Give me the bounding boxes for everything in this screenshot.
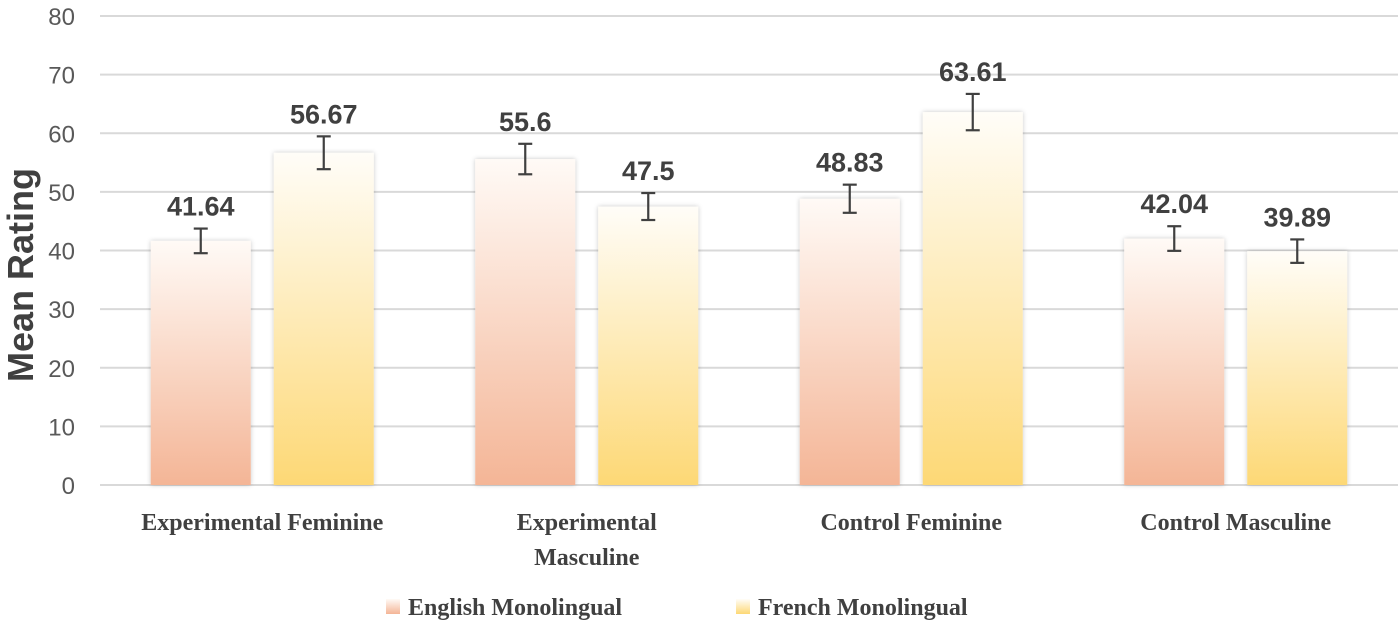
data-label: 47.5: [622, 156, 675, 186]
error-bar: [316, 135, 331, 171]
x-category-label: Control Feminine: [820, 510, 1002, 536]
bar-english-monolingual: [475, 159, 576, 486]
data-label: 41.64: [167, 192, 235, 222]
x-category-label: Experimental Feminine: [141, 510, 383, 536]
y-tick-label: 60: [48, 121, 75, 148]
bar-french-monolingual: [922, 112, 1023, 486]
legend-label: French Monolingual: [758, 595, 968, 621]
error-bar: [1167, 225, 1182, 252]
data-label: 56.67: [290, 99, 358, 129]
y-tick-label: 80: [48, 4, 75, 31]
data-labels: 41.64 56.67 55.6 47.5 48.83 63.61 42.04 39.89: [167, 57, 1331, 233]
data-label: 63.61: [939, 57, 1007, 87]
y-tick-label: 10: [48, 414, 75, 441]
data-label: 55.6: [499, 107, 552, 137]
error-bar: [193, 227, 208, 255]
data-label: 48.83: [816, 148, 884, 178]
y-tick-label: 20: [48, 356, 75, 383]
x-category-label: Control Masculine: [1140, 510, 1331, 536]
x-axis-category-labels: Experimental Feminine Experimental Masculi…: [141, 510, 1331, 571]
bars: [150, 112, 1348, 486]
bar-english-monolingual: [150, 240, 251, 485]
bar-english-monolingual: [1124, 238, 1225, 485]
data-label: 39.89: [1263, 202, 1331, 232]
legend: English Monolingual French Monolingual: [386, 595, 968, 621]
y-tick-label: 70: [48, 63, 75, 90]
legend-label: English Monolingual: [408, 595, 622, 621]
error-bar: [641, 191, 656, 222]
error-bars: [193, 92, 1305, 264]
legend-swatch: [736, 599, 750, 614]
data-label: 42.04: [1140, 189, 1208, 219]
y-tick-label: 50: [48, 180, 75, 207]
error-bar: [1290, 238, 1305, 264]
bar-french-monolingual: [598, 206, 699, 485]
y-tick-label: 0: [62, 473, 75, 500]
bar-english-monolingual: [799, 198, 900, 485]
legend-swatch: [386, 599, 400, 614]
x-category-label: Masculine: [534, 545, 640, 571]
error-bar: [518, 142, 533, 176]
legend-item: English Monolingual: [386, 595, 622, 621]
y-axis-tick-labels: 0 10 20 30 40 50 60 70 80: [48, 4, 75, 500]
error-bar: [842, 183, 857, 214]
bar-french-monolingual: [1247, 251, 1348, 485]
x-category-label: Experimental: [517, 510, 657, 536]
y-tick-label: 30: [48, 297, 75, 324]
bar-french-monolingual: [273, 152, 374, 485]
y-axis-title: Mean Rating: [0, 168, 41, 382]
legend-item: French Monolingual: [736, 595, 968, 621]
error-bar: [965, 92, 980, 132]
y-tick-label: 40: [48, 239, 75, 266]
